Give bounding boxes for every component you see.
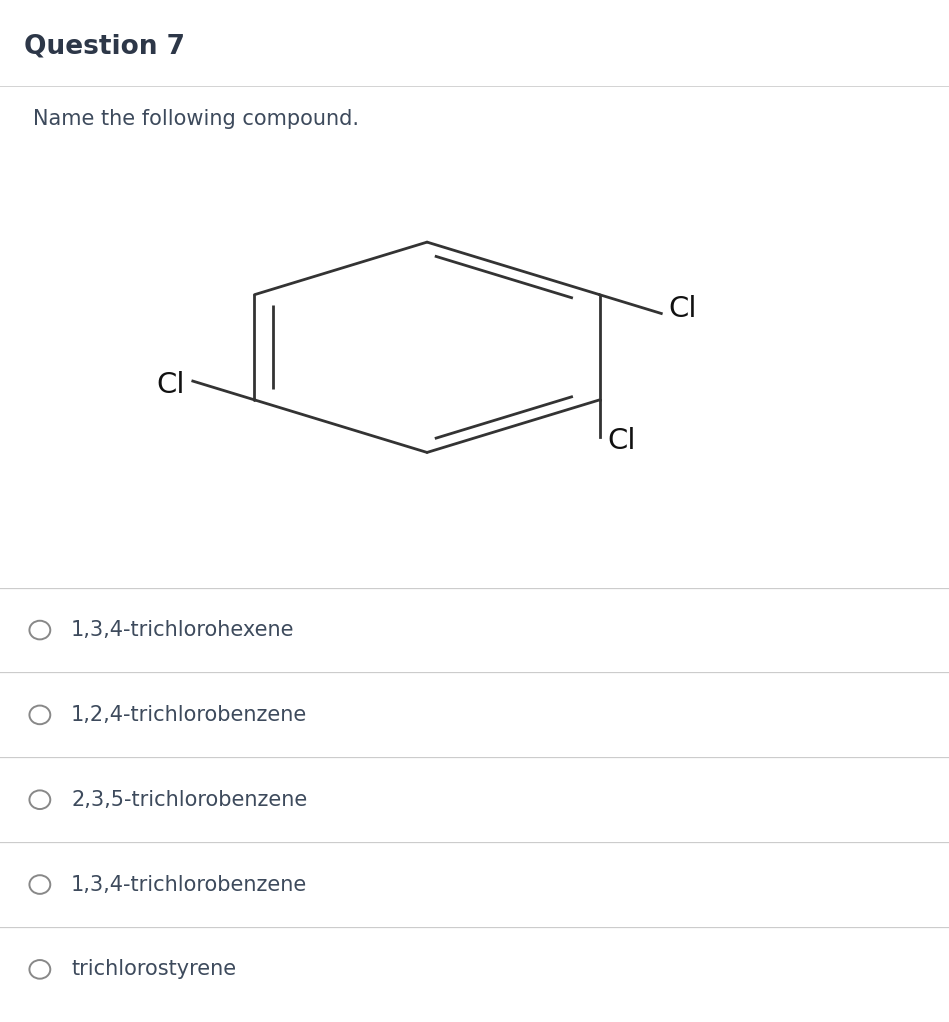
Text: 1,2,4-trichlorobenzene: 1,2,4-trichlorobenzene — [71, 705, 307, 725]
Text: 2,3,5-trichlorobenzene: 2,3,5-trichlorobenzene — [71, 790, 307, 809]
Text: Question 7: Question 7 — [24, 34, 185, 60]
Text: Cl: Cl — [607, 427, 636, 456]
Text: trichlorostyrene: trichlorostyrene — [71, 960, 236, 979]
Text: 1,3,4-trichlorohexene: 1,3,4-trichlorohexene — [71, 620, 295, 640]
Text: Cl: Cl — [669, 295, 698, 324]
Text: Name the following compound.: Name the following compound. — [33, 109, 360, 130]
Text: Cl: Cl — [157, 371, 185, 399]
Text: 1,3,4-trichlorobenzene: 1,3,4-trichlorobenzene — [71, 875, 307, 894]
